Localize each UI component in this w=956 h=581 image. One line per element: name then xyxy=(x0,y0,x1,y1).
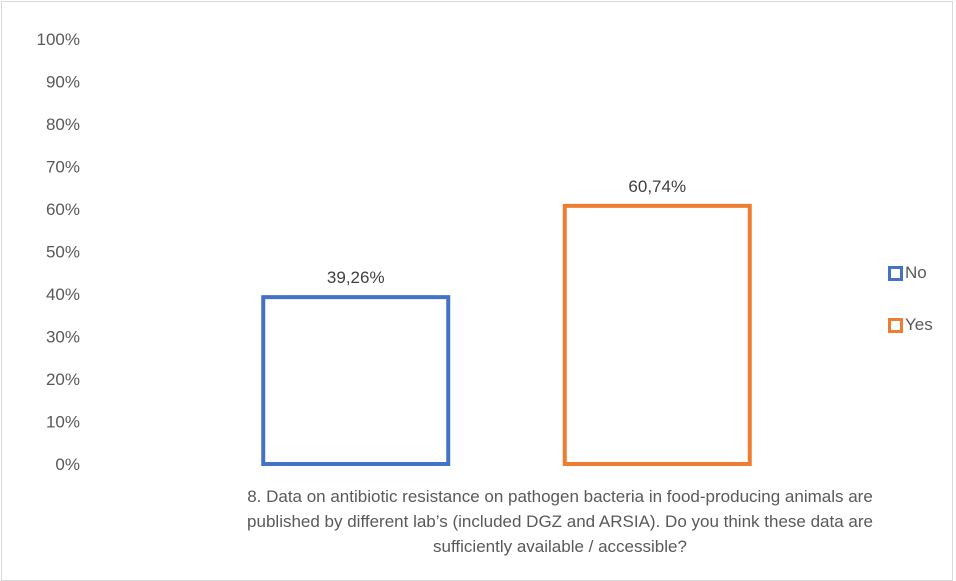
bar-yes xyxy=(562,203,752,466)
data-label-yes: 60,74% xyxy=(628,177,686,196)
legend-item-no: No xyxy=(888,260,933,286)
y-tick-label: 40% xyxy=(46,285,80,304)
y-tick-label: 0% xyxy=(55,455,80,474)
y-tick-label: 10% xyxy=(46,413,80,432)
y-tick-label: 100% xyxy=(37,30,80,49)
y-tick-label: 50% xyxy=(46,243,80,262)
legend-swatch-no xyxy=(888,265,903,281)
legend: No Yes xyxy=(888,260,933,364)
data-labels: 39,26% 60,74% xyxy=(327,177,686,287)
y-tick-label: 90% xyxy=(46,73,80,92)
legend-item-yes: Yes xyxy=(888,312,933,338)
x-axis-label: 8. Data on antibiotic resistance on path… xyxy=(247,487,873,556)
y-axis-ticks: 0% 10% 20% 30% 40% 50% 60% 70% 80% 90% 100% xyxy=(37,30,80,474)
y-tick-label: 30% xyxy=(46,328,80,347)
data-label-no: 39,26% xyxy=(327,268,385,287)
y-tick-label: 20% xyxy=(46,370,80,389)
bar-no xyxy=(261,295,451,466)
y-tick-label: 60% xyxy=(46,200,80,219)
y-tick-label: 70% xyxy=(46,158,80,177)
bars xyxy=(261,203,752,466)
legend-label-yes: Yes xyxy=(905,315,933,334)
legend-label-no: No xyxy=(905,263,927,282)
legend-swatch-yes xyxy=(888,317,903,333)
y-tick-label: 80% xyxy=(46,115,80,134)
